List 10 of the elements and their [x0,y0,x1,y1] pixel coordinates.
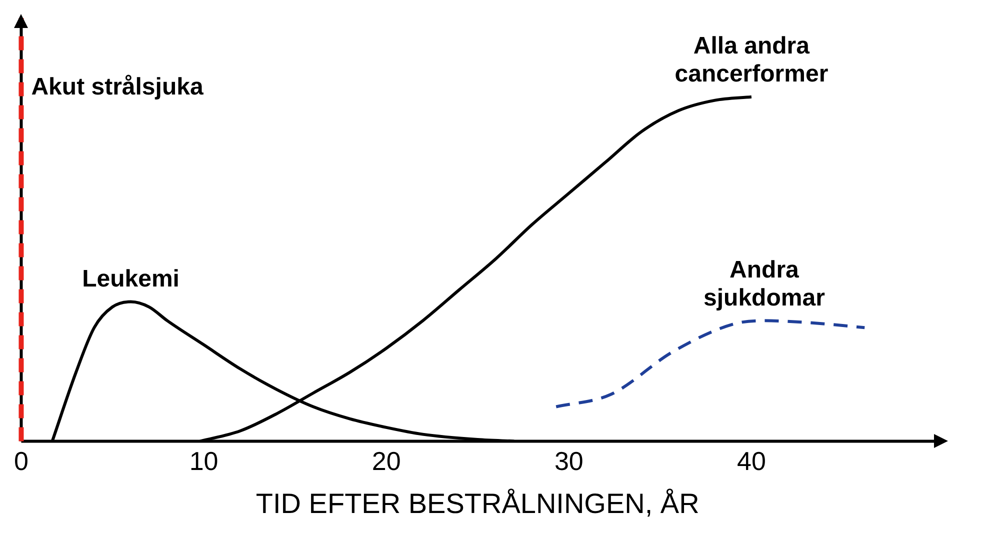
x-tick-label: 30 [554,446,584,476]
ref-line-label: Akut strålsjuka [31,74,204,101]
x-tick-label: 0 [14,446,28,476]
series-label: Leukemi [82,265,180,292]
x-tick-label: 10 [189,446,218,476]
series-label: Alla andra cancerformer [674,32,828,88]
x-tick-label: 20 [372,446,401,476]
x-axis-title: TID EFTER BESTRÅLNINGEN, ÅR [256,488,700,519]
series-label: Andra sjukdomar [704,256,825,312]
x-tick-label: 40 [736,446,766,476]
